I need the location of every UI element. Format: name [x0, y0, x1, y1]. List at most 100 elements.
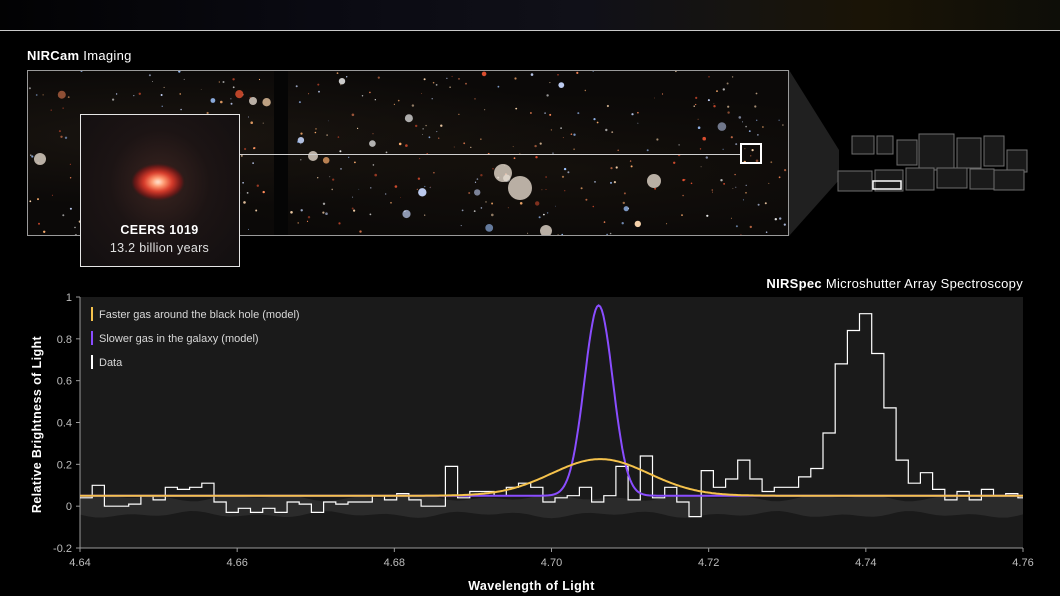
star	[372, 133, 374, 135]
star	[519, 202, 523, 205]
star	[428, 136, 431, 139]
star	[329, 176, 331, 178]
star	[491, 213, 494, 217]
star	[248, 228, 249, 230]
star	[783, 223, 786, 226]
star	[491, 202, 494, 205]
star	[42, 94, 44, 96]
star	[398, 142, 402, 146]
star	[253, 147, 256, 149]
star	[385, 151, 388, 154]
star	[550, 129, 553, 131]
star	[708, 76, 710, 78]
uncertainty-band	[80, 494, 1023, 519]
star	[262, 98, 271, 107]
star	[584, 89, 586, 92]
star	[634, 220, 641, 228]
x-axis-title: Wavelength of Light	[468, 579, 595, 593]
star	[673, 161, 676, 164]
star	[332, 178, 335, 181]
star	[218, 81, 220, 83]
star	[468, 192, 471, 194]
star	[748, 130, 751, 132]
star	[43, 230, 46, 233]
star	[458, 78, 460, 80]
star	[369, 91, 371, 94]
bright-galaxy	[34, 153, 46, 165]
star	[252, 162, 254, 164]
star	[593, 118, 596, 121]
star	[735, 186, 737, 188]
star	[297, 140, 300, 143]
star	[353, 209, 356, 212]
star	[138, 92, 141, 95]
star	[726, 82, 729, 85]
star	[431, 98, 433, 100]
star	[340, 168, 342, 170]
star	[534, 144, 537, 148]
mosaic-highlight-box	[872, 180, 902, 190]
star	[755, 92, 758, 95]
star	[476, 178, 479, 180]
star	[700, 166, 702, 168]
star	[745, 125, 747, 128]
star	[30, 154, 32, 156]
star	[749, 225, 752, 229]
bright-galaxy	[308, 151, 318, 161]
x-tick-label: 4.64	[69, 557, 90, 569]
star	[402, 209, 411, 219]
star	[315, 128, 317, 130]
mosaic-tiles	[837, 133, 1028, 192]
star	[744, 148, 746, 150]
star	[390, 201, 392, 204]
star	[133, 95, 135, 97]
star	[717, 122, 727, 131]
star	[705, 156, 708, 159]
star	[594, 181, 596, 183]
star	[249, 96, 251, 99]
star	[474, 98, 476, 100]
star	[712, 191, 713, 193]
star	[623, 192, 626, 195]
spectroscopy-title-mode: Microshutter Array Spectroscopy	[821, 276, 1023, 291]
star	[416, 188, 418, 190]
star	[393, 103, 395, 105]
star	[497, 85, 500, 88]
star	[622, 201, 625, 205]
star	[397, 99, 400, 102]
star	[754, 105, 757, 108]
star	[449, 86, 451, 88]
bright-galaxy	[647, 174, 661, 188]
star	[69, 177, 72, 179]
star	[400, 197, 401, 198]
imaging-title-mode: Imaging	[79, 48, 132, 63]
star	[730, 217, 732, 219]
star	[610, 181, 612, 184]
imaging-title-instrument: NIRCam	[27, 48, 80, 63]
star	[148, 74, 151, 77]
star	[627, 207, 630, 209]
star	[596, 121, 599, 124]
star	[69, 163, 71, 165]
star	[243, 201, 246, 204]
star	[735, 225, 738, 228]
star	[695, 103, 697, 106]
star	[732, 188, 734, 189]
star	[298, 101, 301, 104]
star	[681, 214, 683, 216]
star	[425, 124, 427, 127]
legend-label: Data	[99, 357, 123, 369]
star	[470, 146, 472, 148]
star	[735, 143, 738, 146]
star	[250, 121, 253, 124]
star	[514, 77, 517, 80]
star	[782, 124, 784, 126]
star	[358, 188, 360, 190]
star	[377, 76, 380, 79]
top-divider	[0, 30, 1060, 31]
star	[716, 90, 718, 92]
star	[421, 93, 422, 94]
imaging-section-title: NIRCam Imaging	[27, 48, 132, 63]
star	[546, 94, 549, 97]
star	[727, 105, 730, 108]
